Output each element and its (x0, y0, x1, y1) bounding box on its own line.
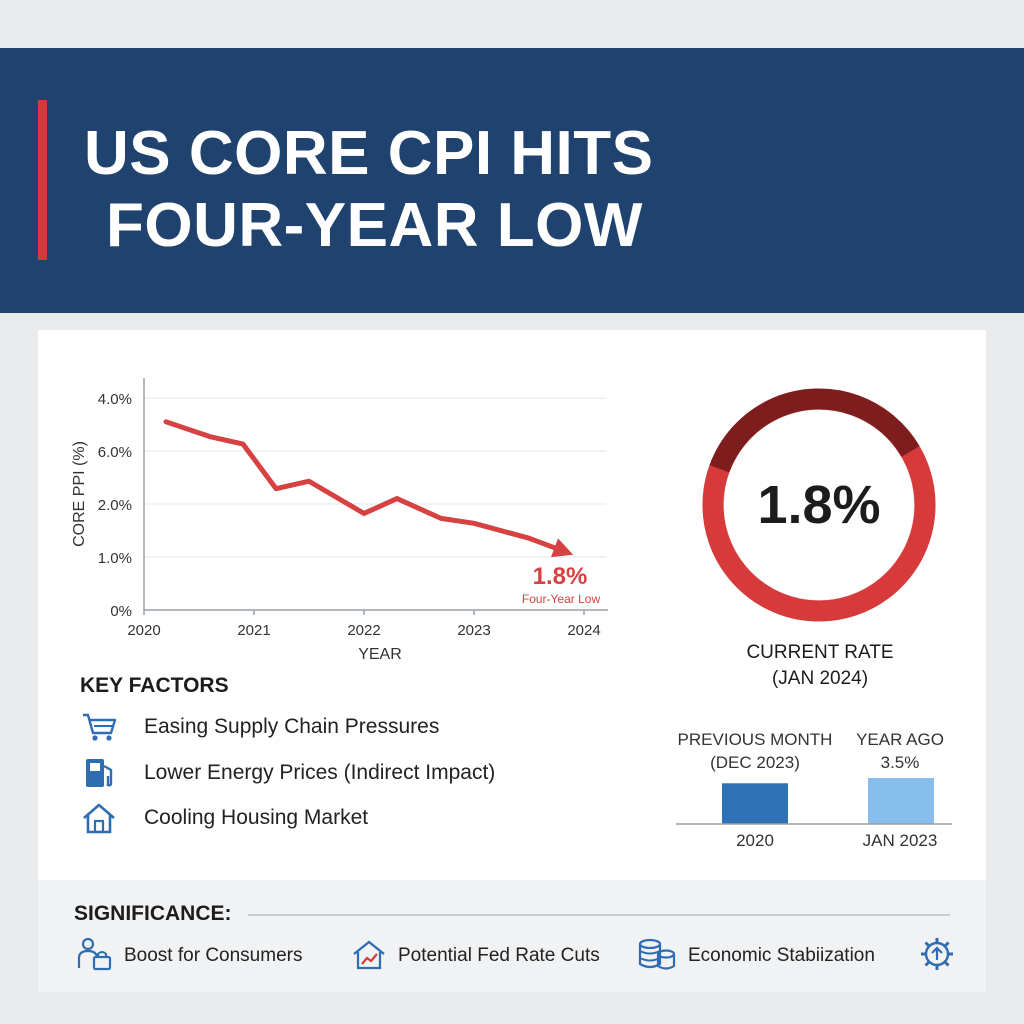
factor-label: Lower Energy Prices (Indirect Impact) (144, 761, 496, 784)
data-point (471, 521, 477, 526)
y-tick-label: 6.0% (98, 444, 132, 461)
page-title: US CORE CPI HITS FOUR-YEAR LOW (84, 118, 654, 262)
y-tick-label: 1.0% (98, 550, 132, 567)
series-points (163, 419, 565, 553)
data-point (163, 419, 169, 425)
data-point (559, 548, 565, 553)
data-point (240, 441, 246, 447)
data-point (207, 434, 213, 439)
significance-item-consumers: Boost for Consumers (76, 936, 302, 976)
coin-stack-icon (636, 936, 678, 977)
x-axis-label: YEAR (358, 646, 402, 663)
year-ago-axis-label: JAN 2023 (862, 831, 938, 850)
previous-axis-label: 2020 (736, 831, 774, 850)
factor-item-supply-chain: Easing Supply Chain Pressures (80, 710, 439, 744)
significance-item-fed: Potential Fed Rate Cuts (350, 936, 600, 976)
shopper-icon (76, 936, 114, 977)
header-accent-bar (38, 100, 47, 260)
significance-band (38, 880, 986, 992)
factor-item-energy: Lower Energy Prices (Indirect Impact) (80, 756, 495, 790)
chart-svg: 4.0%6.0%2.0%1.0%0% 2020 2021 2022 2023 2024 … (71, 378, 608, 663)
previous-month-bar (722, 783, 788, 824)
header-banner: US CORE CPI HITS FOUR-YEAR LOW (0, 48, 1024, 313)
x-tick-label: 2024 (567, 622, 600, 639)
significance-label: Boost for Consumers (124, 945, 303, 966)
core-cpi-chart: 4.0% 6.0% 2.0% 1.0% 0% 2020 2021 2022 2023 2024 … (50, 372, 630, 672)
current-rate-label: CURRENT RATE (746, 642, 894, 663)
y-tick-label: 0% (110, 603, 132, 620)
fuel-pump-icon (80, 756, 120, 790)
gauge-ring (702, 388, 936, 622)
year-ago-bar (868, 778, 934, 824)
previous-month-title: PREVIOUS MONTH (677, 730, 833, 749)
data-point (394, 496, 400, 501)
significance-title: SIGNIFICANCE: (74, 902, 232, 925)
year-ago-title: YEAR AGO (856, 730, 944, 749)
factor-label: Cooling Housing Market (144, 806, 369, 829)
house-chart-icon (350, 936, 388, 977)
title-line-2: FOUR-YEAR LOW (106, 191, 643, 260)
x-tick-label: 2020 (127, 622, 160, 639)
data-point (361, 511, 367, 516)
gauge-dark-segment (702, 388, 936, 622)
y-tick-label: 2.0% (98, 497, 132, 514)
significance-trailing (918, 936, 956, 976)
house-icon (80, 801, 120, 835)
factor-item-housing: Cooling Housing Market (80, 801, 368, 835)
x-tick-label: 2022 (347, 622, 380, 639)
x-tick-labels: 2020 2021 2022 2023 2024 (127, 610, 601, 639)
previous-month-sub: (DEC 2023) (710, 753, 800, 772)
comparison-bars (676, 778, 952, 825)
chart-grid (144, 397, 606, 558)
significance-item-stabilization: Economic Stabiization (636, 936, 875, 976)
gear-arrow-icon (918, 935, 956, 978)
significance-label: Economic Stabiization (688, 945, 875, 966)
data-point (273, 486, 279, 491)
significance-label: Potential Fed Rate Cuts (398, 945, 600, 966)
annotation-value: 1.8% (533, 563, 588, 590)
current-rate-gauge: 1.8% (692, 378, 946, 632)
data-point (438, 516, 444, 521)
data-point (526, 535, 532, 541)
current-rate-date: (JAN 2024) (771, 668, 869, 689)
series-line (163, 419, 565, 554)
x-tick-label: 2021 (237, 622, 270, 639)
y-axis-label: CORE PPI (%) (71, 441, 88, 547)
y-tick-labels: 4.0% 6.0% 2.0% 1.0% 0% (98, 391, 132, 620)
data-point (306, 479, 312, 484)
year-ago-sub: 3.5% (880, 753, 920, 772)
key-factors-title: KEY FACTORS (80, 674, 229, 697)
series-arrowhead (550, 538, 574, 558)
annotation-note: Four-Year Low (522, 592, 601, 606)
current-rate-value: 1.8% (757, 475, 881, 535)
factor-label: Easing Supply Chain Pressures (144, 715, 440, 738)
significance-divider (248, 914, 950, 916)
y-tick-label: 4.0% (98, 391, 132, 408)
shopping-cart-icon (80, 710, 120, 744)
title-line-1: US CORE CPI HITS (84, 119, 654, 188)
x-tick-label: 2023 (457, 622, 490, 639)
